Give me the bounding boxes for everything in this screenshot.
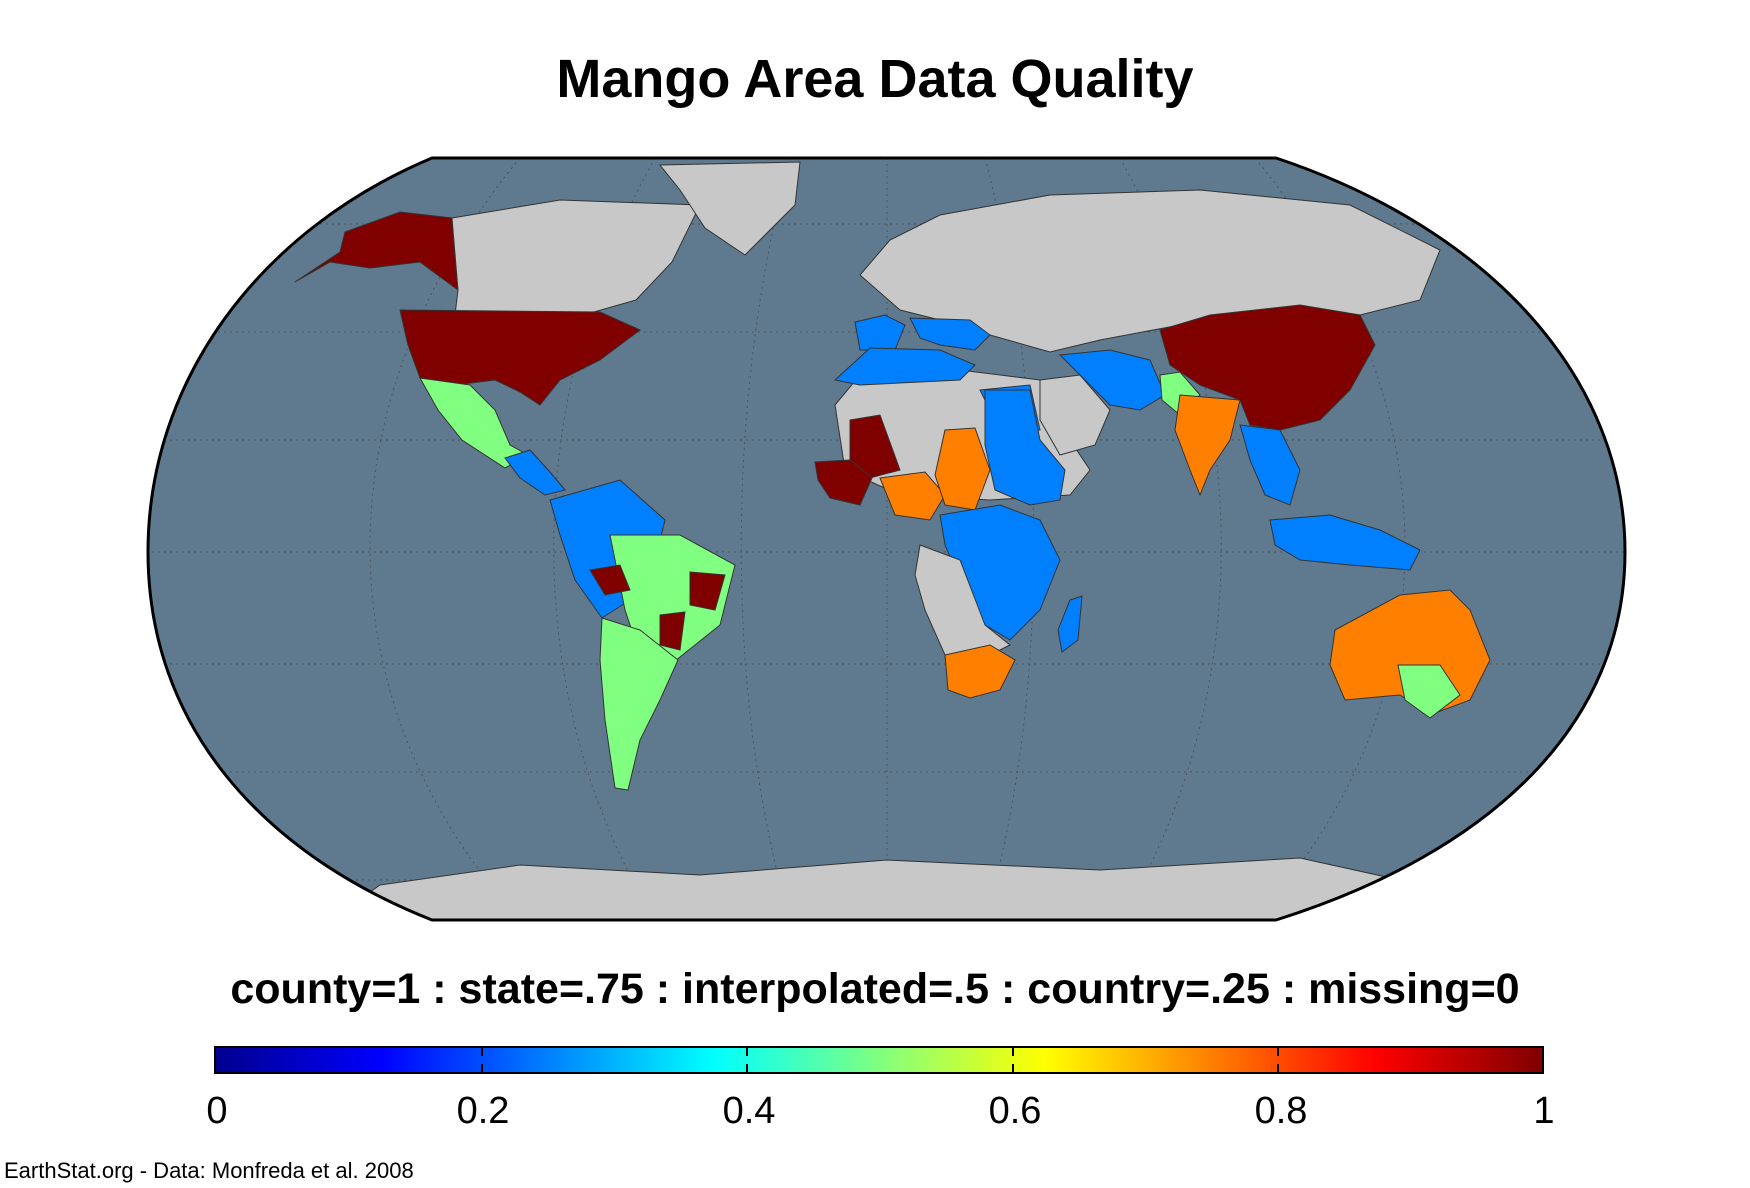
region-southeast-asia (1239, 424, 1301, 506)
region-west-africa-coast (814, 459, 873, 506)
world-map (146, 156, 1627, 922)
region-antarctica (328, 857, 1452, 920)
region-greenland (658, 161, 801, 256)
region-china (1159, 304, 1376, 431)
region-iberia (854, 314, 906, 351)
region-united-states (399, 309, 641, 406)
globe-outline (146, 156, 1627, 922)
region-mali (849, 414, 901, 479)
colorbar-tick-label: 0.2 (456, 1090, 510, 1132)
region-southern-south-america (599, 617, 679, 791)
colorbar-tick-label: 0.4 (722, 1090, 776, 1132)
map-title: Mango Area Data Quality (556, 49, 1194, 109)
region-iran-middle-east (1058, 349, 1166, 411)
region-india (1174, 394, 1241, 497)
region-southeast-australia (1397, 664, 1461, 719)
region-mediterranean-europe (909, 317, 991, 351)
region-madagascar (1057, 595, 1083, 653)
data-credit: EarthStat.org - Data: Monfreda et al. 20… (4, 1158, 414, 1183)
colorbar (214, 1046, 1544, 1074)
region-indonesia (1269, 514, 1421, 571)
colorbar-tick-label: 0 (206, 1090, 228, 1132)
colorbar-tick-label: 0.6 (988, 1090, 1042, 1132)
colorbar-tick-label: 0.8 (1254, 1090, 1308, 1132)
region-south-africa (944, 644, 1016, 699)
region-alaska (294, 211, 459, 292)
region-brazil-county-patches (589, 564, 726, 651)
region-sudan-ethiopia (984, 389, 1066, 506)
colorbar-tick-label: 1 (1533, 1090, 1555, 1132)
region-nigeria (879, 471, 946, 521)
legend-label: county=1 : state=.75 : interpolated=.5 :… (230, 965, 1520, 1013)
region-central-america (504, 449, 566, 496)
region-canada (451, 199, 701, 329)
